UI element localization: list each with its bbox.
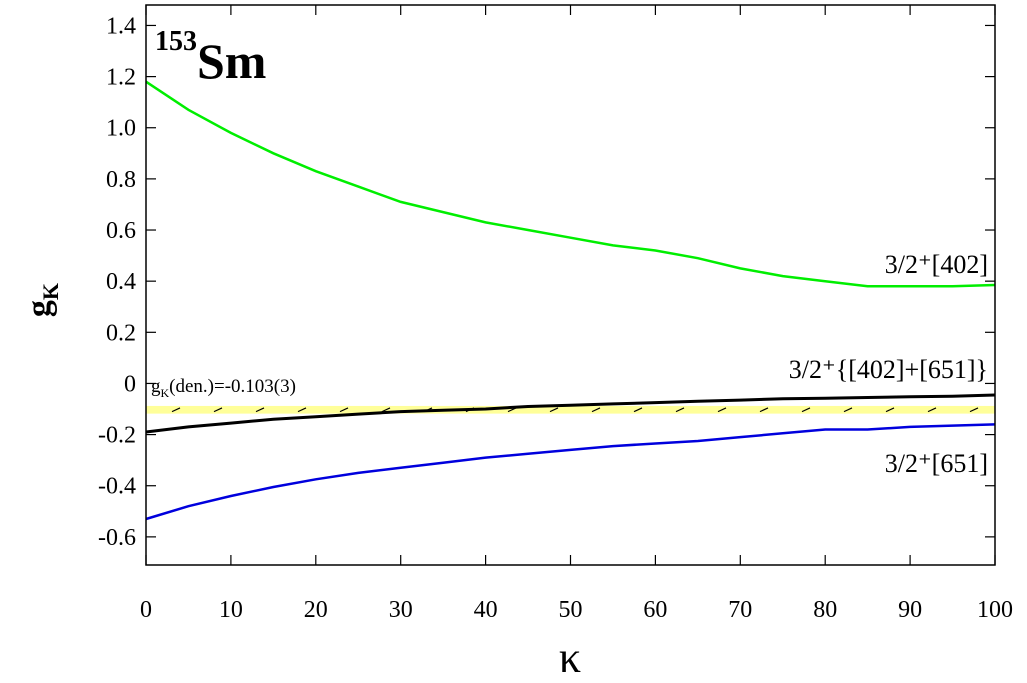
x-tick-label: 40: [474, 597, 498, 623]
reference-band: [146, 405, 995, 414]
band-label-g: g: [151, 376, 161, 397]
hatch: [759, 407, 769, 413]
x-tick-label: 60: [643, 597, 667, 623]
series-line: [145, 423, 996, 521]
hatch: [255, 407, 265, 413]
band-label-rest: (den.)=-0.103(3): [169, 376, 296, 397]
hatch: [381, 407, 391, 413]
series-label: 3/2⁺[651]: [885, 449, 988, 478]
y-tick-label: 1.4: [106, 13, 136, 39]
isotope-symbol: Sm: [197, 33, 266, 89]
y-tick-label: -0.4: [98, 474, 136, 500]
y-tick-label: 0: [124, 371, 136, 397]
y-tick-label: 0.6: [106, 218, 136, 244]
hatch: [549, 407, 559, 413]
y-label-main: g: [21, 300, 58, 317]
y-tick-label: -0.6: [98, 525, 136, 551]
hatch: [633, 407, 643, 413]
hatch: [339, 407, 349, 413]
hatch: [969, 407, 979, 413]
x-tick-label: 100: [977, 597, 1013, 623]
x-tick-label: 10: [219, 597, 243, 623]
hatch: [885, 407, 895, 413]
y-tick-label: 0.4: [106, 269, 136, 295]
x-tick-label: 70: [728, 597, 752, 623]
x-tick-label: 90: [898, 597, 922, 623]
y-tick-label: -0.2: [98, 423, 136, 449]
isotope-mass: 153: [155, 26, 197, 57]
hatch: [801, 407, 811, 413]
isotope-label: 153Sm: [155, 26, 266, 89]
hatch: [843, 407, 853, 413]
band-label-sub: K: [161, 386, 170, 400]
hatch: [675, 407, 685, 413]
hatch: [171, 407, 181, 413]
y-tick-label: 0.2: [106, 320, 136, 346]
y-tick-label: 1.0: [106, 116, 136, 142]
hatch: [297, 407, 307, 413]
x-axis-label: κ: [559, 633, 581, 682]
y-label-sub: K: [38, 283, 63, 300]
hatch: [213, 407, 223, 413]
hatch: [717, 407, 727, 413]
x-tick-label: 0: [140, 597, 152, 623]
y-tick-label: 1.2: [106, 65, 136, 91]
x-tick-label: 80: [813, 597, 837, 623]
series-line: [145, 393, 996, 434]
series-label: 3/2⁺{[402]+[651]}: [789, 355, 988, 384]
series-line: [145, 80, 996, 288]
hatch: [591, 407, 601, 413]
y-tick-label: 0.8: [106, 167, 136, 193]
x-tick-label: 20: [304, 597, 328, 623]
x-tick-label: 50: [559, 597, 583, 623]
band-label: gK(den.)=-0.103(3): [151, 376, 296, 400]
x-tick-label: 30: [389, 597, 413, 623]
series-label: 3/2⁺[402]: [885, 250, 988, 279]
y-axis-label: gK: [21, 283, 63, 317]
hatch: [927, 407, 937, 413]
